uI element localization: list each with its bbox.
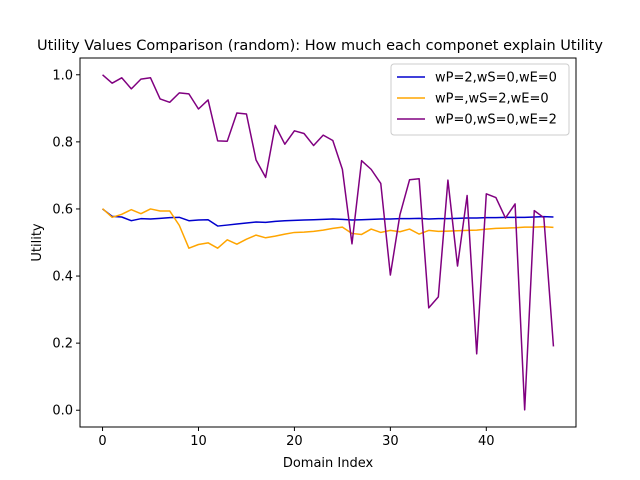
x-tick-label: 0 xyxy=(98,434,106,449)
y-tick-label: 0.4 xyxy=(52,270,73,285)
x-tick-label: 40 xyxy=(478,434,495,449)
x-tick-label: 10 xyxy=(190,434,207,449)
legend-entry: wP=,wS=2,wE=0 xyxy=(435,92,549,107)
series-lines xyxy=(102,74,555,411)
x-axis-label: Domain Index xyxy=(283,456,374,471)
y-axis-label: Utility xyxy=(30,223,45,262)
y-tick-label: 0.2 xyxy=(52,337,73,352)
series-line-2 xyxy=(102,208,554,249)
series-line-3 xyxy=(102,74,555,411)
legend-box xyxy=(390,63,570,136)
y-tick-label: 1.0 xyxy=(52,68,73,83)
legend: wP=2,wS=0,wE=0 wP=,wS=2,wE=0 wP=0,wS=0,wE=… xyxy=(390,63,570,136)
legend-entry: wP=0,wS=0,wE=2 xyxy=(435,113,557,128)
plot-frame xyxy=(79,57,577,428)
y-axis: 0.0 0.2 0.4 0.6 0.8 1.0 xyxy=(52,68,80,419)
chart-title: Utility Values Comparison (random): How … xyxy=(37,38,603,54)
x-axis: 0 10 20 30 40 xyxy=(98,427,495,449)
y-tick-label: 0.8 xyxy=(52,135,73,150)
y-tick-label: 0.0 xyxy=(52,404,73,419)
legend-entry: wP=2,wS=0,wE=0 xyxy=(435,71,557,86)
y-tick-label: 0.6 xyxy=(52,202,73,217)
series-line-1 xyxy=(102,208,554,227)
x-tick-label: 30 xyxy=(382,434,399,449)
x-tick-label: 20 xyxy=(286,434,303,449)
